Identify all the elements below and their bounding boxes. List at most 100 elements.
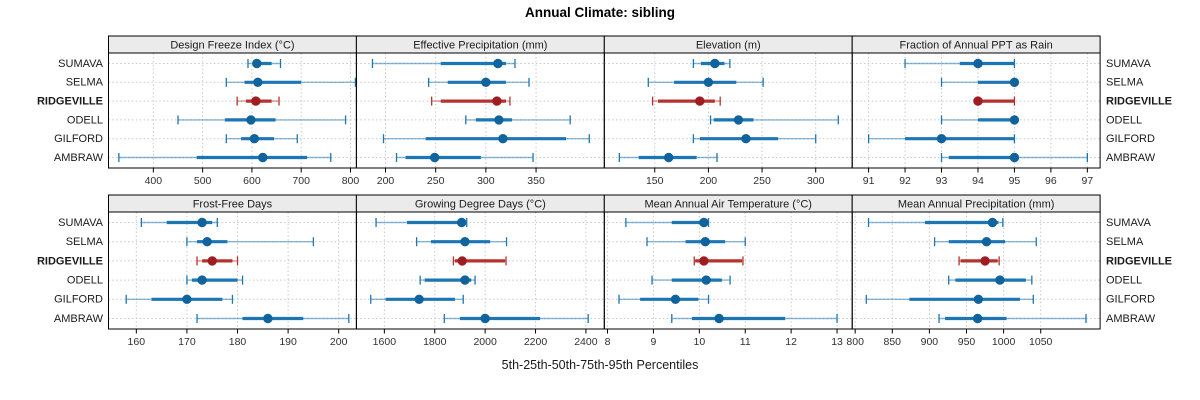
site-label-left-ambraw: AMBRAW (54, 152, 104, 164)
percentile-row-sumava (867, 217, 1004, 228)
percentile-row-odell (177, 115, 347, 125)
x-tick-label: 10 (693, 336, 705, 348)
site-label-left-gilford: GILFORD (54, 133, 103, 145)
percentile-row-ridgeville (693, 256, 744, 266)
strip-title: Mean Annual Air Temperature (°C) (645, 198, 812, 210)
panel-border (603, 211, 853, 330)
percentile-row-sumava (625, 217, 710, 228)
percentile-row-ambraw (940, 152, 1088, 163)
panel-border (851, 211, 1101, 330)
median-dot (263, 313, 273, 324)
median-dot (995, 275, 1005, 285)
x-tick-label: 900 (921, 336, 939, 348)
x-tick-label: 200 (377, 175, 395, 187)
strip-title: Effective Precipitation (mm) (413, 39, 547, 51)
x-tick-label: 12 (785, 336, 797, 348)
x-tick-label: 170 (178, 336, 196, 348)
percentile-row-selma (940, 77, 1020, 88)
median-dot (460, 275, 470, 285)
x-tick-label: 800 (846, 336, 864, 348)
x-tick-label: 1600 (373, 336, 397, 348)
percentile-row-gilford (618, 294, 710, 304)
percentile-row-gilford (382, 134, 590, 144)
panel-elevation-m-: Elevation (m) 150 200 250 300 (603, 35, 853, 187)
strip-title: Mean Annual Precipitation (mm) (898, 198, 1055, 210)
percentile-row-selma (186, 237, 315, 247)
percentile-row-ridgeville (651, 96, 721, 106)
percentile-row-ambraw (443, 313, 589, 324)
panel-growing-degree-days-c-: Growing Degree Days (°C) 1600 1800 2000 2200… (355, 194, 605, 348)
percentile-row-selma (646, 237, 746, 247)
x-tick-label: 350 (527, 175, 545, 187)
percentile-row-ridgeville (236, 96, 280, 106)
percentile-row-odell (419, 275, 476, 285)
percentile-row-odell (948, 275, 1033, 285)
median-dot (246, 115, 256, 125)
percentile-row-odell (709, 115, 839, 125)
panel-border (355, 52, 605, 169)
site-label-left-sumava: SUMAVA (58, 217, 103, 229)
site-label-right-ambraw: AMBRAW (1106, 152, 1156, 164)
x-tick-label: 2400 (574, 336, 598, 348)
site-label-left-ambraw: AMBRAW (54, 313, 104, 325)
median-dot (1009, 77, 1020, 88)
percentile-row-ambraw (118, 152, 332, 163)
x-tick-label: 9 (650, 336, 656, 348)
percentile-row-odell (651, 275, 731, 285)
strip-title: Frost-Free Days (193, 198, 273, 210)
percentile-row-sumava (140, 217, 218, 228)
median-dot (492, 96, 502, 106)
median-dot (202, 237, 212, 247)
median-dot (741, 134, 751, 144)
median-dot (460, 237, 470, 247)
site-label-right-ridgeville: RIDGEVILLE (1106, 96, 1172, 108)
median-dot (494, 115, 504, 125)
median-dot (1009, 115, 1020, 125)
percentile-row-selma (225, 77, 357, 88)
median-dot (733, 115, 744, 125)
median-dot (699, 217, 709, 228)
site-label-left-ridgeville: RIDGEVILLE (37, 255, 103, 267)
panel-border (355, 211, 605, 330)
median-dot (480, 313, 490, 324)
median-dot (987, 217, 998, 228)
panel-border (851, 52, 1101, 169)
median-dot (980, 256, 990, 266)
percentile-row-selma (428, 77, 530, 88)
percentile-row-odell (940, 115, 1020, 125)
median-dot (710, 58, 720, 69)
panel-effective-precipitation-mm-: Effective Precipitation (mm) 200 250 300 350 (355, 35, 605, 187)
percentile-row-gilford (692, 134, 817, 144)
percentile-row-selma (415, 237, 508, 247)
median-dot (253, 77, 263, 88)
x-tick-label: 500 (194, 175, 212, 187)
site-label-right-odell: ODELL (1106, 114, 1142, 126)
site-label-left-ridgeville: RIDGEVILLE (37, 96, 103, 108)
panel-frost-free-days: Frost-Free Days 160 170 180 190 200 (108, 194, 357, 348)
percentile-row-ridgeville (973, 96, 1016, 106)
x-tick-label: 600 (243, 175, 261, 187)
median-dot (251, 96, 261, 106)
strip-title: Elevation (m) (696, 39, 761, 51)
percentile-row-ambraw (395, 152, 534, 163)
percentile-row-ambraw (938, 313, 1087, 324)
median-dot (258, 152, 268, 163)
site-label-right-sumava: SUMAVA (1106, 217, 1151, 229)
median-dot (1009, 152, 1020, 163)
median-dot (703, 77, 714, 88)
percentiles-axis-label: 5th-25th-50th-75th-95th Percentiles (501, 358, 699, 372)
panel-border (108, 211, 357, 330)
percentile-row-sumava (692, 58, 731, 69)
site-label-right-selma: SELMA (1106, 77, 1144, 89)
x-tick-label: 13 (831, 336, 843, 348)
percentile-row-ridgeville (958, 256, 1000, 266)
x-tick-label: 200 (330, 336, 348, 348)
figure-title: Annual Climate: sibling (524, 5, 675, 20)
median-dot (973, 294, 984, 304)
median-dot (699, 256, 709, 266)
percentile-row-gilford (865, 294, 1034, 304)
panel-design-freeze-index-c-: Design Freeze Index (°C) 400 500 600 700 800 (108, 35, 359, 187)
x-tick-label: 160 (128, 336, 146, 348)
panel-mean-annual-precipitation-mm-: Mean Annual Precipitation (mm) 800 850 900 9… (846, 194, 1101, 348)
x-tick-label: 2200 (524, 336, 548, 348)
